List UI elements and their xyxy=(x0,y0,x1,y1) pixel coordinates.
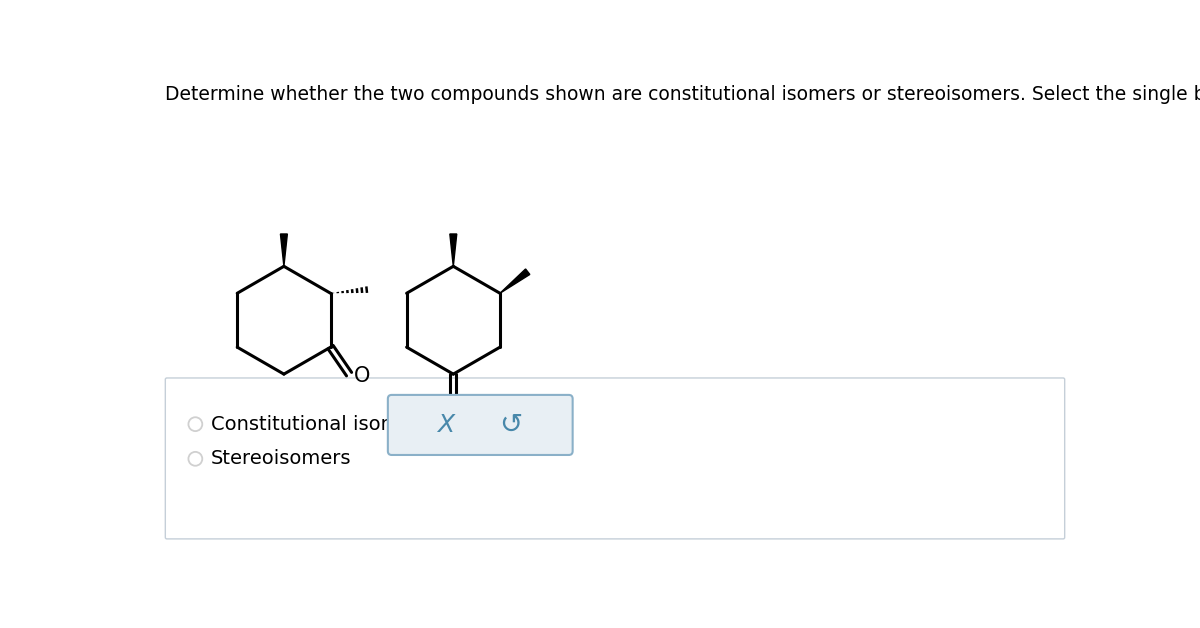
Polygon shape xyxy=(450,234,457,266)
Text: ↺: ↺ xyxy=(499,411,523,439)
Text: Stereoisomers: Stereoisomers xyxy=(211,449,352,468)
FancyBboxPatch shape xyxy=(388,395,572,455)
Polygon shape xyxy=(281,234,287,266)
Polygon shape xyxy=(500,269,530,293)
Text: O: O xyxy=(354,365,370,386)
Text: X: X xyxy=(437,413,454,437)
Text: Determine whether the two compounds shown are constitutional isomers or stereois: Determine whether the two compounds show… xyxy=(164,85,1200,104)
Text: Constitutional isomers: Constitutional isomers xyxy=(211,414,430,434)
FancyBboxPatch shape xyxy=(166,378,1064,539)
Text: O: O xyxy=(445,409,462,429)
